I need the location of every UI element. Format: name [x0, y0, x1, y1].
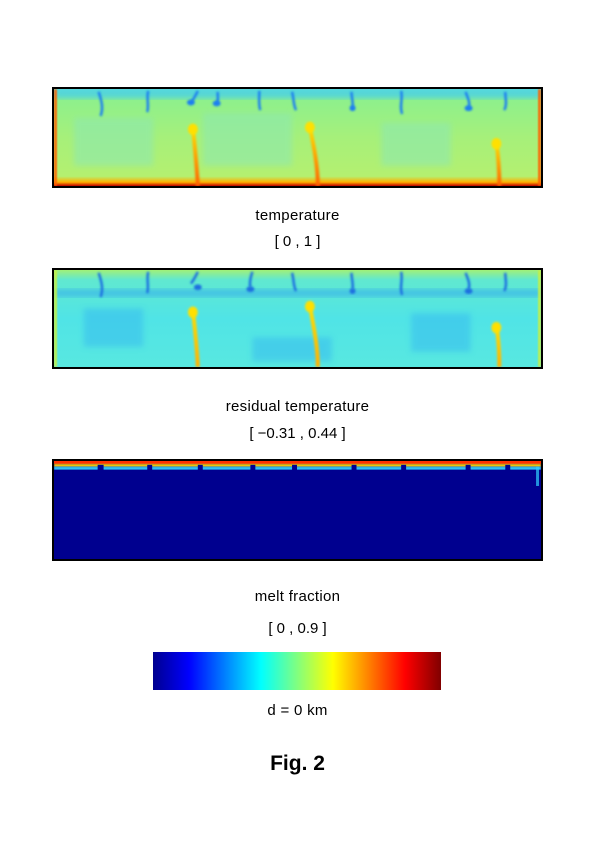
residual-temperature-field-panel	[52, 268, 543, 369]
melt-fraction-field-image	[54, 461, 541, 559]
figure-label: Fig. 2	[270, 752, 325, 775]
colorbar	[153, 652, 441, 690]
melt-fraction-caption: melt fraction	[254, 588, 341, 605]
residual-temperature-range: [ −0.31 , 0.44 ]	[249, 425, 346, 442]
temperature-range: [ 0 , 1 ]	[274, 233, 321, 250]
melt-fraction-field-panel	[52, 459, 543, 561]
temperature-caption: temperature	[255, 207, 340, 224]
residual-temperature-field-image	[54, 270, 541, 367]
residual-temperature-caption: residual temperature	[225, 398, 370, 415]
temperature-field-image	[54, 89, 541, 186]
colorbar-label: d = 0 km	[267, 702, 328, 719]
temperature-field-panel	[52, 87, 543, 188]
melt-fraction-range: [ 0 , 0.9 ]	[268, 620, 327, 637]
